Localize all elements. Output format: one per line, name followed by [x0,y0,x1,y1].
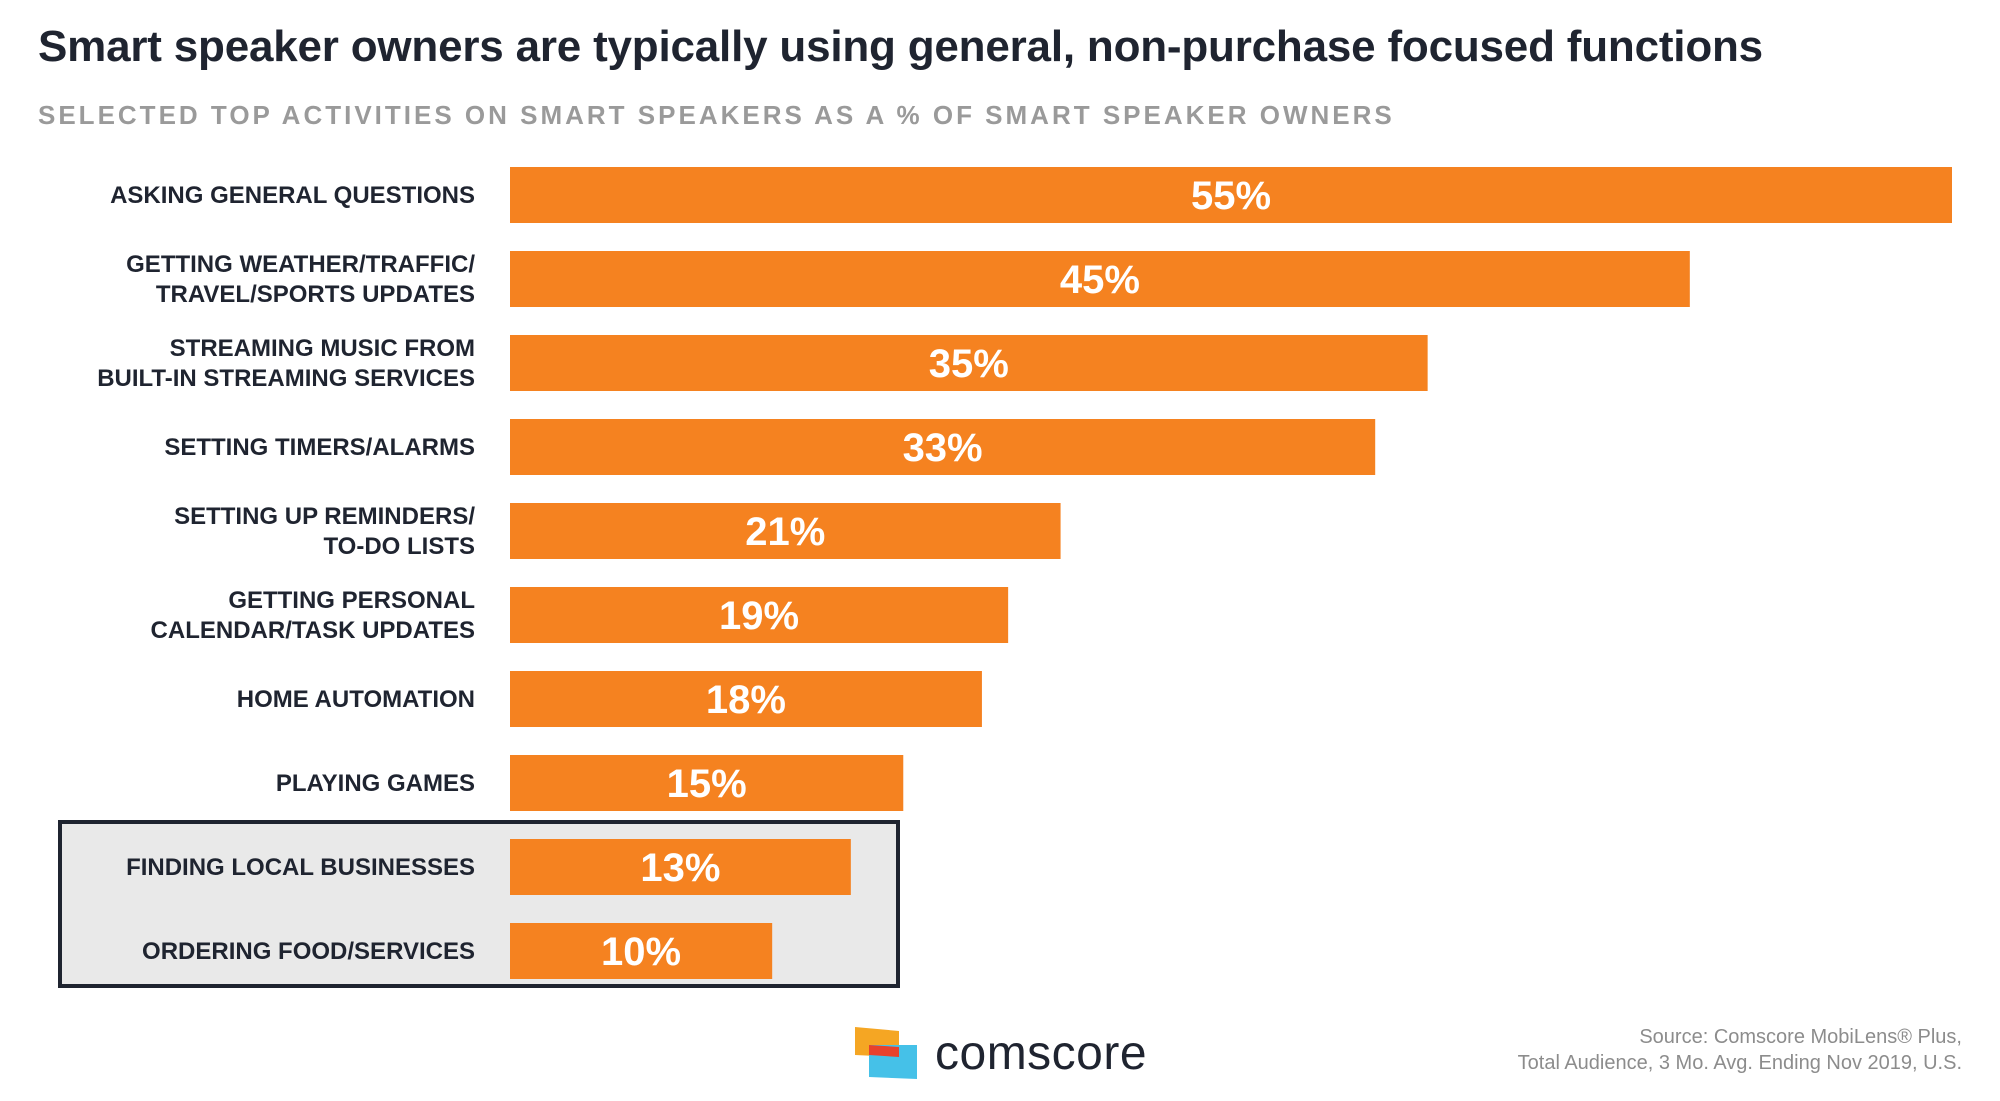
category-label-line: SETTING TIMERS/ALARMS [164,434,475,461]
category-label-line: GETTING PERSONAL [228,587,475,614]
category-label-line: SETTING UP REMINDERS/ [174,503,475,530]
category-label-line: ORDERING FOOD/SERVICES [142,938,475,965]
category-label-line: PLAYING GAMES [276,770,475,797]
bar-0 [510,167,1952,223]
bar-value-label-4: 21% [745,510,825,554]
category-label-9: ORDERING FOOD/SERVICES [142,938,475,965]
bar-5 [510,587,1009,643]
category-label-6: HOME AUTOMATION [237,686,475,713]
category-label-1: GETTING WEATHER/TRAFFIC/TRAVEL/SPORTS UP… [126,251,475,308]
category-label-line: HOME AUTOMATION [237,686,475,713]
bar-value-label-2: 35% [929,342,1009,386]
category-label-line: ASKING GENERAL QUESTIONS [110,182,475,209]
bar-6 [510,671,982,727]
bar-chart: 55% ASKING GENERAL QUESTIONS 45% GETTING WE… [97,167,1952,979]
category-label-5: GETTING PERSONAL CALENDAR/TASK UPDATES [151,587,475,644]
category-label-4: SETTING UP REMINDERS/TO-DO LISTS [174,503,475,560]
category-label-line: STREAMING MUSIC FROM [170,335,475,362]
bar-4 [510,503,1061,559]
category-label-line: GETTING WEATHER/TRAFFIC/ [126,251,475,278]
bar-1 [510,251,1690,307]
comscore-logo: comscore [855,1026,1148,1080]
bar-3 [510,419,1376,475]
bar-value-label-5: 19% [719,594,799,638]
bar-value-label-9: 10% [601,930,681,974]
bar-2 [510,335,1428,391]
category-label-3: SETTING TIMERS/ALARMS [164,434,475,461]
source-line-2: Total Audience, 3 Mo. Avg. Ending Nov 20… [1517,1052,1962,1074]
comscore-logo-icon [855,1027,917,1079]
category-label-8: FINDING LOCAL BUSINESSES [126,854,475,881]
source-line-1: Source: Comscore MobiLens® Plus, [1639,1026,1962,1048]
category-label-line: FINDING LOCAL BUSINESSES [126,854,475,881]
bar-value-label-7: 15% [667,762,747,806]
category-label-7: PLAYING GAMES [276,770,475,797]
source-note: Source: Comscore MobiLens® Plus, Total A… [1518,1024,1962,1076]
comscore-logo-text: comscore [935,1026,1148,1080]
bar-value-label-3: 33% [903,426,983,470]
category-label-line: TO-DO LISTS [323,533,475,560]
chart-title: Smart speaker owners are typically using… [38,22,1763,71]
category-label-line: BUILT-IN STREAMING SERVICES [97,365,475,392]
bar-value-label-6: 18% [706,678,786,722]
bar-7 [510,755,904,811]
bar-8 [510,839,851,895]
bar-value-label-1: 45% [1060,258,1140,302]
bar-value-label-0: 55% [1191,174,1271,218]
category-label-0: ASKING GENERAL QUESTIONS [110,182,475,209]
chart-subtitle: SELECTED TOP ACTIVITIES ON SMART SPEAKER… [38,100,1395,130]
bar-value-label-8: 13% [640,846,720,890]
category-label-line: TRAVEL/SPORTS UPDATES [156,281,475,308]
category-label-line: CALENDAR/TASK UPDATES [151,617,475,644]
category-label-2: STREAMING MUSIC FROM BUILT-IN STREAMING S… [97,335,475,392]
bar-9 [510,923,773,979]
